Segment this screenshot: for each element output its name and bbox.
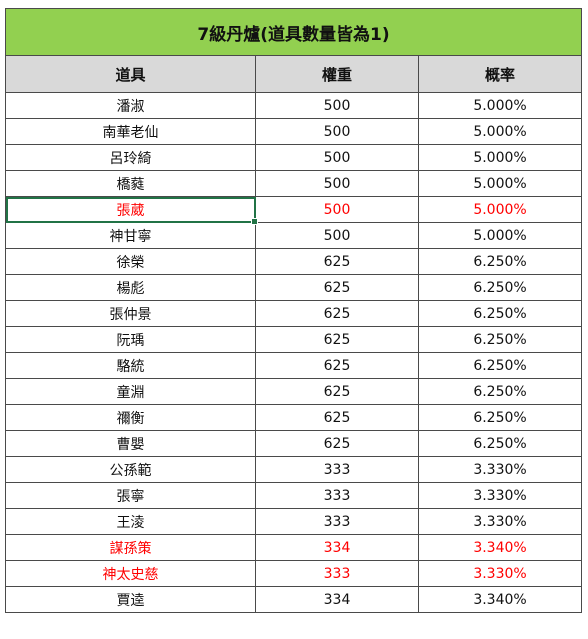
probability-cell[interactable]: 6.250% [419, 301, 582, 327]
item-cell[interactable]: 禰衡 [6, 405, 256, 431]
item-cell[interactable]: 徐榮 [6, 249, 256, 275]
item-cell[interactable]: 王淩 [6, 509, 256, 535]
probability-cell[interactable]: 3.340% [419, 587, 582, 613]
table-row: 童淵 625 6.250% [6, 379, 582, 405]
header-item[interactable]: 道具 [6, 56, 256, 93]
weight-cell[interactable]: 625 [256, 431, 419, 457]
weight-cell[interactable]: 333 [256, 509, 419, 535]
weight-cell[interactable]: 500 [256, 93, 419, 119]
item-cell[interactable]: 神甘寧 [6, 223, 256, 249]
weight-cell[interactable]: 625 [256, 275, 419, 301]
probability-cell[interactable]: 5.000% [419, 223, 582, 249]
probability-cell[interactable]: 5.000% [419, 171, 582, 197]
table-row: 駱統 625 6.250% [6, 353, 582, 379]
table-row: 徐榮 625 6.250% [6, 249, 582, 275]
probability-table: 7級丹爐(道具數量皆為1) 道具 權重 概率 潘淑 500 5.000% 南華老仙 50… [5, 8, 582, 613]
item-cell[interactable]: 阮瑀 [6, 327, 256, 353]
table-row: 橋蕤 500 5.000% [6, 171, 582, 197]
item-cell[interactable]: 童淵 [6, 379, 256, 405]
probability-cell[interactable]: 3.330% [419, 561, 582, 587]
weight-cell[interactable]: 625 [256, 353, 419, 379]
item-cell[interactable]: 橋蕤 [6, 171, 256, 197]
table-row: 張仲景 625 6.250% [6, 301, 582, 327]
weight-cell[interactable]: 625 [256, 249, 419, 275]
weight-cell[interactable]: 500 [256, 223, 419, 249]
weight-cell[interactable]: 500 [256, 119, 419, 145]
item-cell[interactable]: 張仲景 [6, 301, 256, 327]
probability-cell[interactable]: 5.000% [419, 119, 582, 145]
table-row: 張寧 333 3.330% [6, 483, 582, 509]
table-row: 曹嬰 625 6.250% [6, 431, 582, 457]
item-cell[interactable]: 賈逵 [6, 587, 256, 613]
probability-cell[interactable]: 3.330% [419, 483, 582, 509]
probability-cell[interactable]: 6.250% [419, 431, 582, 457]
table-row: 南華老仙 500 5.000% [6, 119, 582, 145]
probability-cell[interactable]: 3.340% [419, 535, 582, 561]
weight-cell[interactable]: 334 [256, 535, 419, 561]
item-cell[interactable]: 神太史慈 [6, 561, 256, 587]
item-cell[interactable]: 公孫範 [6, 457, 256, 483]
table-row: 呂玲綺 500 5.000% [6, 145, 582, 171]
table-row: 王淩 333 3.330% [6, 509, 582, 535]
item-cell[interactable]: 駱統 [6, 353, 256, 379]
title-row: 7級丹爐(道具數量皆為1) [6, 9, 582, 56]
item-cell[interactable]: 張寧 [6, 483, 256, 509]
weight-cell[interactable]: 625 [256, 379, 419, 405]
probability-cell[interactable]: 6.250% [419, 249, 582, 275]
table-row: 阮瑀 625 6.250% [6, 327, 582, 353]
spreadsheet: 7級丹爐(道具數量皆為1) 道具 權重 概率 潘淑 500 5.000% 南華老仙 50… [5, 8, 581, 613]
probability-cell[interactable]: 6.250% [419, 353, 582, 379]
probability-cell[interactable]: 6.250% [419, 379, 582, 405]
table-row: 張葳 500 5.000% [6, 197, 582, 223]
header-weight[interactable]: 權重 [256, 56, 419, 93]
item-cell[interactable]: 南華老仙 [6, 119, 256, 145]
header-probability[interactable]: 概率 [419, 56, 582, 93]
weight-cell[interactable]: 625 [256, 301, 419, 327]
table-row: 謀孫策 334 3.340% [6, 535, 582, 561]
probability-cell[interactable]: 3.330% [419, 457, 582, 483]
item-cell[interactable]: 張葳 [6, 197, 256, 223]
item-cell[interactable]: 潘淑 [6, 93, 256, 119]
item-cell[interactable]: 楊彪 [6, 275, 256, 301]
probability-cell[interactable]: 6.250% [419, 405, 582, 431]
weight-cell[interactable]: 333 [256, 561, 419, 587]
weight-cell[interactable]: 625 [256, 405, 419, 431]
table-row: 公孫範 333 3.330% [6, 457, 582, 483]
weight-cell[interactable]: 625 [256, 327, 419, 353]
probability-cell[interactable]: 5.000% [419, 145, 582, 171]
probability-cell[interactable]: 5.000% [419, 93, 582, 119]
item-cell[interactable]: 謀孫策 [6, 535, 256, 561]
weight-cell[interactable]: 333 [256, 483, 419, 509]
item-cell[interactable]: 曹嬰 [6, 431, 256, 457]
probability-cell[interactable]: 6.250% [419, 327, 582, 353]
table-row: 神甘寧 500 5.000% [6, 223, 582, 249]
table-row: 禰衡 625 6.250% [6, 405, 582, 431]
item-cell[interactable]: 呂玲綺 [6, 145, 256, 171]
weight-cell[interactable]: 500 [256, 197, 419, 223]
weight-cell[interactable]: 333 [256, 457, 419, 483]
weight-cell[interactable]: 334 [256, 587, 419, 613]
probability-cell[interactable]: 3.330% [419, 509, 582, 535]
table-title[interactable]: 7級丹爐(道具數量皆為1) [6, 9, 582, 56]
probability-cell[interactable]: 6.250% [419, 275, 582, 301]
probability-cell[interactable]: 5.000% [419, 197, 582, 223]
table-row: 神太史慈 333 3.330% [6, 561, 582, 587]
weight-cell[interactable]: 500 [256, 171, 419, 197]
table-row: 楊彪 625 6.250% [6, 275, 582, 301]
header-row: 道具 權重 概率 [6, 56, 582, 93]
table-body: 潘淑 500 5.000% 南華老仙 500 5.000% 呂玲綺 500 5.000% 橋蕤 50… [6, 93, 582, 613]
weight-cell[interactable]: 500 [256, 145, 419, 171]
table-row: 賈逵 334 3.340% [6, 587, 582, 613]
table-row: 潘淑 500 5.000% [6, 93, 582, 119]
